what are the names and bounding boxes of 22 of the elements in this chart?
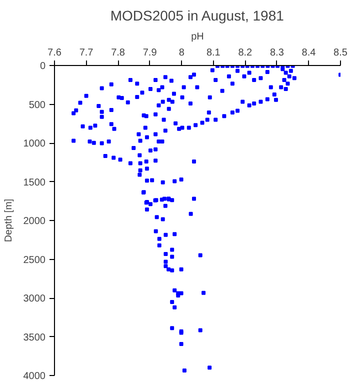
y-tick-label: 4000 xyxy=(23,371,46,382)
y-tick-label: 3500 xyxy=(23,332,46,344)
x-tick-label: 7.6 xyxy=(48,48,62,58)
chart-title: MODS2005 in August, 1981 xyxy=(110,8,284,24)
x-tick-label: 7.7 xyxy=(79,48,94,58)
x-tick-label: 8 xyxy=(178,48,185,58)
x-axis-title: pH xyxy=(191,32,204,42)
y-tick-label: 1000 xyxy=(23,138,46,150)
x-tick-label: 8.4 xyxy=(302,48,316,58)
y-tick-label: 2000 xyxy=(23,216,46,227)
y-tick-label: 3000 xyxy=(23,294,46,304)
x-tick-label: 7.8 xyxy=(111,48,126,58)
x-tick-label: 8.3 xyxy=(270,48,284,58)
x-tick-label: 8.5 xyxy=(334,48,348,58)
x-tick-label: 7.9 xyxy=(142,48,158,58)
y-tick-label: 500 xyxy=(28,100,46,111)
x-tick-label: 8.1 xyxy=(206,48,221,58)
y-tick-label: 1500 xyxy=(23,177,46,188)
y-tick-label: 2500 xyxy=(23,254,46,266)
y-axis-title: Depth [m] xyxy=(3,198,14,242)
y-tick-label: 0 xyxy=(40,61,46,72)
x-tick-label: 8.2 xyxy=(238,48,253,58)
